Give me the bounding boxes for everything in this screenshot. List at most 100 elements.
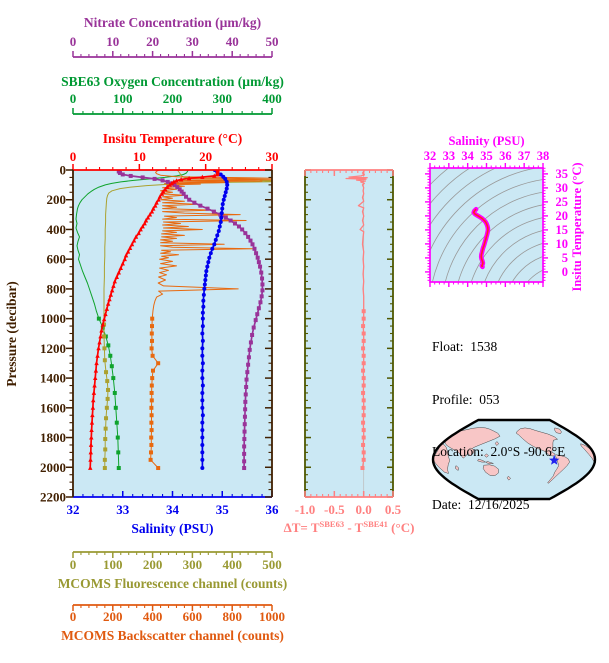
tick-label: 1400 [40, 371, 66, 386]
series-temperature [88, 170, 220, 470]
main-plot [75, 170, 272, 471]
landmass [554, 427, 562, 434]
tick-label: 200 [163, 91, 183, 106]
float-info-line: Date: 12/16/2025 [432, 496, 530, 512]
delta-plot-background [305, 170, 393, 497]
tick-label: 0.5 [385, 502, 402, 517]
tick-label: 1200 [40, 341, 66, 356]
tick-label: 0 [70, 557, 77, 572]
landmass [484, 453, 489, 458]
landmass [444, 427, 501, 459]
axis-title: ΔT= TSBE63 - TSBE41 (°C) [284, 519, 415, 535]
landmass [482, 464, 499, 476]
tick-label: 10 [556, 237, 569, 251]
tick-label: 37 [518, 149, 531, 163]
axis-temperature: 0 10 20 30 Insitu Temperature (°C) [70, 131, 279, 171]
tick-label: 33 [116, 502, 130, 517]
tick-label: 35 [480, 149, 493, 163]
tick-label: 50 [266, 34, 279, 49]
tick-label: 30 [266, 149, 279, 164]
tick-label: 200 [103, 609, 123, 624]
float-info: Float: 1538 Profile: 053 Location: 2.0°S… [432, 303, 565, 548]
tick-label: 15 [556, 223, 569, 237]
tick-label: 5 [562, 251, 568, 265]
tick-label: 100 [103, 557, 123, 572]
tick-label: 0 [562, 265, 568, 279]
axis-nitrate: 0 10 20 30 40 50 Nitrate Concentration (µm/kg) [70, 15, 279, 58]
tick-label: 36 [266, 502, 280, 517]
tick-label: 0.0 [356, 502, 372, 517]
tick-label: 600 [183, 609, 203, 624]
tick-label: 200 [47, 192, 67, 207]
axis-title: Salinity (PSU) [448, 134, 524, 148]
tick-label: 500 [262, 557, 282, 572]
tick-label: 1600 [40, 400, 66, 415]
tick-label: 0 [70, 34, 77, 49]
tick-label: 800 [222, 609, 242, 624]
tick-label: 1000 [259, 609, 285, 624]
axis-title: Pressure (decibar) [4, 281, 19, 387]
ts-plot [430, 168, 543, 282]
tick-label: 2000 [40, 460, 66, 475]
tick-label: 300 [183, 557, 203, 572]
landmass [433, 443, 450, 474]
axis-title: Nitrate Concentration (µm/kg) [84, 15, 261, 30]
axis-title: SBE63 Oxygen Concentration (µm/kg) [61, 74, 284, 89]
tick-label: 0 [70, 91, 77, 106]
axis-fluorescence: 0 100 200 300 400 500 MCOMS Fluorescence chann… [58, 551, 288, 591]
axis-oxygen: 0 100 200 300 400 SBE63 Oxygen Concentration … [61, 74, 284, 115]
tick-label: 32 [67, 502, 80, 517]
axis-title: MCOMS Fluorescence channel (counts) [58, 576, 288, 591]
tick-label: 20 [146, 34, 159, 49]
series-salinity [200, 170, 230, 471]
axis-backscatter: 0 200 400 600 800 1000 MCOMS Backscatter chann… [61, 604, 285, 643]
tick-label: 20 [556, 209, 569, 223]
landmass [547, 454, 570, 484]
tick-label: 400 [143, 609, 163, 624]
tick-label: 400 [222, 557, 242, 572]
delta-plot [345, 170, 368, 497]
map-outline [431, 418, 597, 501]
tick-label: 32 [424, 149, 437, 163]
world-map [431, 418, 597, 501]
tick-label: 300 [213, 91, 233, 106]
axis-title: MCOMS Backscatter channel (counts) [61, 628, 284, 643]
tick-label: 2200 [40, 490, 66, 505]
landmass [467, 447, 475, 457]
tick-label: 1000 [40, 311, 66, 326]
tick-label: 1800 [40, 430, 66, 445]
axis-title: Salinity (PSU) [131, 521, 213, 536]
tick-label: 38 [537, 149, 550, 163]
tick-label: 0 [70, 609, 77, 624]
landmass [580, 443, 595, 464]
tick-label: 40 [226, 34, 239, 49]
axis-title: Insitu Temperature (°C) [570, 162, 584, 291]
tick-label: 33 [443, 149, 456, 163]
landmass [477, 458, 486, 463]
tick-label: 36 [499, 149, 512, 163]
tick-label: -1.0 [295, 502, 316, 517]
tick-label: 200 [143, 557, 163, 572]
tick-label: 0 [70, 149, 77, 164]
map-land [433, 427, 595, 484]
tick-label: 35 [556, 167, 569, 181]
tick-label: 30 [556, 181, 569, 195]
landmass [515, 427, 559, 457]
axis-title: Insitu Temperature (°C) [103, 131, 242, 146]
tick-label: 10 [106, 34, 119, 49]
tick-label: 100 [113, 91, 133, 106]
series-oxygen [75, 170, 189, 471]
tick-label: 10 [133, 149, 146, 164]
float-info-line: Float: 1538 [432, 339, 498, 354]
landmass [455, 465, 459, 471]
landmass [506, 475, 511, 481]
tick-label: 600 [47, 252, 67, 267]
float-info-line: Profile: 053 [432, 391, 500, 407]
tick-label: 400 [262, 91, 282, 106]
tick-label: 20 [199, 149, 212, 164]
tick-label: 35 [216, 502, 230, 517]
ts-curve-core [472, 208, 489, 268]
tick-label: 25 [556, 195, 569, 209]
